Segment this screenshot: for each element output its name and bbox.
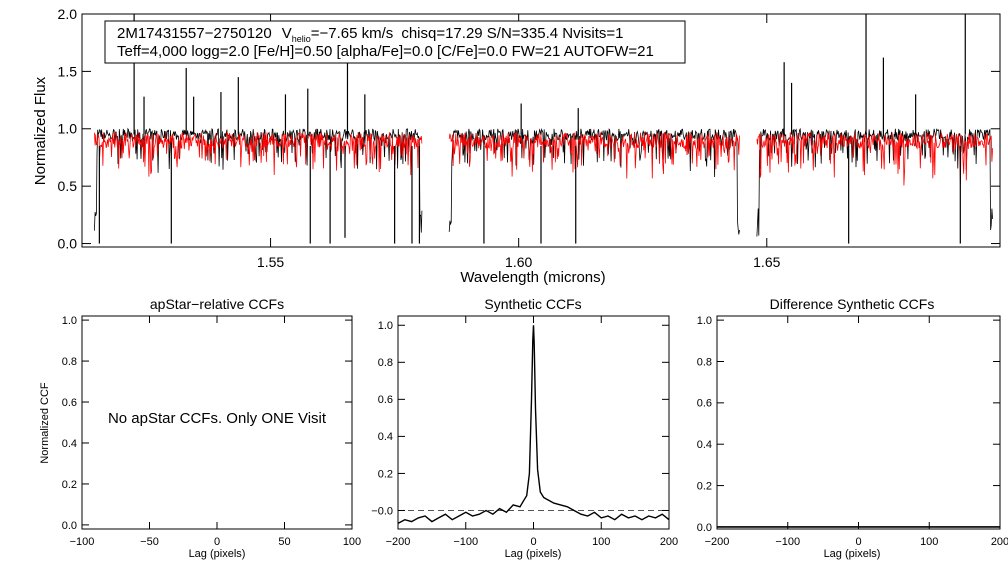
synthetic-ccf-x-axis-label: Lag (pixels): [505, 548, 562, 560]
difference-ccf-panel: −200 −100 0 100 200 0.0 0.2 0.4 0.6 0.8 1.0 Differ…: [697, 296, 1008, 560]
apstar-ccf-y-tick-label: 0.8: [62, 356, 77, 368]
difference-ccf-x-tick-label: 100: [920, 536, 938, 548]
star-id: 2M17431557−2750120: [117, 25, 272, 42]
synthetic-ccf-series-group: [397, 325, 670, 525]
apstar-ccf-x-tick-label: 100: [343, 536, 361, 548]
ccf-y-axis-label: Normalized CCF: [39, 382, 51, 464]
difference-ccf-x-tick-label: −100: [775, 536, 800, 548]
difference-ccf-x-tick-label: 200: [991, 536, 1008, 548]
spectrum-y-tick-label: 0.0: [58, 235, 78, 251]
no-ccf-message: No apStar CCFs. Only ONE Visit: [108, 410, 327, 427]
apstar-ccf-x-tick-label: 0: [214, 536, 220, 548]
spectrum-y-tick-label: 1.5: [58, 63, 78, 79]
synthetic-ccf-title: Synthetic CCFs: [484, 296, 581, 312]
apstar-ccf-title: apStar−relative CCFs: [150, 296, 284, 312]
difference-ccf-y-tick-label: 0.8: [697, 356, 712, 368]
synthetic-ccf-x-tick-label: −200: [386, 536, 411, 548]
model-spectrum-line: [756, 132, 993, 186]
difference-ccf-y-tick-label: 0.6: [697, 398, 712, 410]
apstar-ccf-y-tick-label: 0.4: [62, 438, 77, 450]
difference-ccf-y-tick-label: 0.2: [697, 480, 712, 492]
synthetic-ccf-line: [397, 325, 670, 525]
apstar-ccf-y-tick-label: 1.0: [62, 315, 77, 327]
difference-ccf-x-tick-label: −200: [705, 536, 730, 548]
synthetic-ccf-x-tick-label: 200: [660, 536, 678, 548]
spectrum-x-axis-label: Wavelength (microns): [460, 269, 605, 286]
apstar-ccf-panel: −100 −50 0 50 100 0.0 0.2 0.4 0.6 0.8 1.0 apStar−r…: [39, 296, 361, 560]
spectrum-series-group: [94, 14, 993, 244]
apstar-ccf-y-tick-label: 0.2: [62, 479, 77, 491]
observed-spectrum-line: [448, 127, 740, 235]
info-line-2: Teff=4,000 logg=2.0 [Fe/H]=0.50 [alpha/F…: [117, 43, 654, 60]
difference-ccf-axis-ticks: −200 −100 0 100 200 0.0 0.2 0.4 0.6 0.8 1.0: [697, 315, 1008, 548]
apstar-ccf-y-tick-label: 0.0: [62, 520, 77, 532]
spectrum-y-tick-label: 0.5: [58, 178, 78, 194]
model-spectrum-line: [448, 131, 740, 179]
synthetic-ccf-y-tick-label: 1.0: [378, 320, 393, 332]
synthetic-ccf-y-tick-label: 0.8: [378, 357, 393, 369]
model-spectrum-line: [94, 131, 423, 177]
fit-stats: chisq=17.29 S/N=335.4 Nvisits=1: [401, 25, 623, 42]
spectrum-x-tick-label: 1.65: [753, 254, 780, 270]
difference-ccf-x-tick-label: 0: [855, 536, 861, 548]
observed-spectrum-line: [756, 127, 993, 237]
synthetic-ccf-panel: −200 −100 0 100 200 −0.0 0.2 0.4 0.6 0.8 1.0 Synth…: [371, 296, 678, 560]
spectrum-x-tick-label: 1.55: [257, 254, 284, 270]
difference-ccf-y-tick-label: 0.0: [697, 522, 712, 534]
apstar-ccf-x-tick-label: −100: [70, 536, 95, 548]
vhelio-value: =−7.65 km/s: [311, 25, 394, 42]
vhelio-prefix: V: [282, 25, 292, 42]
synthetic-ccf-y-tick-label: 0.4: [378, 431, 393, 443]
spectrum-panel: 1.55 1.60 1.65 0.0 0.5 1.0 1.5 2.0 2M17431557−2…: [32, 6, 1001, 286]
apstar-ccf-y-tick-label: 0.6: [62, 397, 77, 409]
spectrum-y-axis-label: Normalized Flux: [32, 76, 49, 185]
info-line-1: 2M17431557−2750120 Vhelio=−7.65 km/s chisq…: [117, 25, 624, 44]
apstar-ccf-x-tick-label: 50: [278, 536, 290, 548]
difference-ccf-title: Difference Synthetic CCFs: [770, 296, 935, 312]
spectrum-x-tick-label: 1.60: [505, 254, 532, 270]
spectrum-plot-frame: [81, 13, 1001, 248]
spectrum-axis-ticks: 1.55 1.60 1.65 0.0 0.5 1.0 1.5 2.0: [58, 6, 1000, 270]
difference-ccf-y-tick-label: 1.0: [697, 315, 712, 327]
synthetic-ccf-y-tick-label: 0.2: [378, 468, 393, 480]
synthetic-ccf-y-tick-label: 0.6: [378, 394, 393, 406]
synthetic-ccf-y-tick-label: −0.0: [371, 505, 393, 517]
difference-ccf-x-axis-label: Lag (pixels): [824, 548, 881, 560]
difference-ccf-y-tick-label: 0.4: [697, 439, 712, 451]
synthetic-ccf-x-tick-label: 100: [592, 536, 610, 548]
synthetic-ccf-axis-ticks: −200 −100 0 100 200 −0.0 0.2 0.4 0.6 0.8 1.0: [371, 316, 678, 548]
info-box: [104, 20, 686, 64]
apstar-ccf-axis-ticks: −100 −50 0 50 100 0.0 0.2 0.4 0.6 0.8 1.0: [62, 315, 361, 548]
apstar-ccf-x-tick-label: −50: [140, 536, 159, 548]
spectrum-y-tick-label: 2.0: [58, 6, 78, 22]
spectrum-y-tick-label: 1.0: [58, 121, 78, 137]
apstar-ccf-x-axis-label: Lag (pixels): [189, 548, 246, 560]
synthetic-ccf-x-tick-label: −100: [453, 536, 478, 548]
synthetic-ccf-x-tick-label: 0: [530, 536, 536, 548]
vhelio-subscript: helio: [292, 34, 311, 44]
